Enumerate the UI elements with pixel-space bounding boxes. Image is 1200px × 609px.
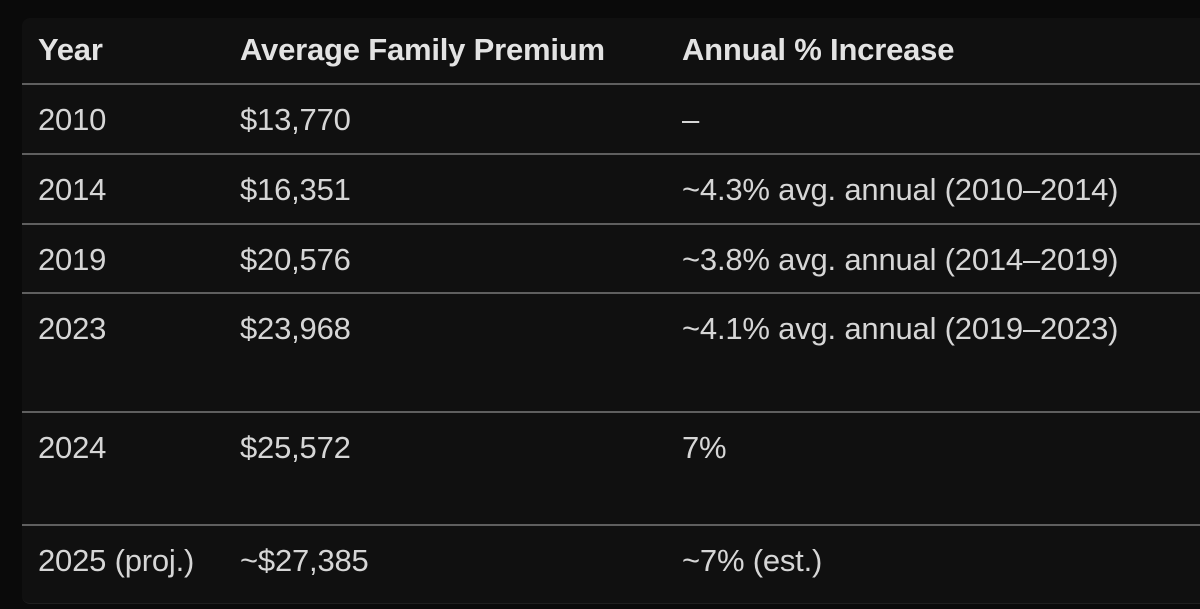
cell-premium: $16,351 xyxy=(240,153,682,224)
premium-table: Year Average Family Premium Annual % Inc… xyxy=(22,18,1200,603)
cell-year: 2023 xyxy=(22,292,240,412)
cell-premium: $20,576 xyxy=(240,223,682,293)
table-header: Year Average Family Premium Annual % Inc… xyxy=(22,18,1200,85)
cell-increase: ~7% (est.) xyxy=(682,524,1200,603)
table-row: 2019 $20,576 ~3.8% avg. annual (2014–201… xyxy=(22,223,1200,293)
cell-premium: $23,968 xyxy=(240,292,682,412)
cell-year: 2010 xyxy=(38,102,107,137)
column-header-year: Year xyxy=(22,18,240,85)
cell-premium: $13,770 xyxy=(240,102,351,137)
table-row: 2024 $25,572 7% xyxy=(22,411,1200,525)
cell-year: 2025 (proj.) xyxy=(22,524,240,603)
table-row: 2023 $23,968 ~4.1% avg. annual (2019–202… xyxy=(22,292,1200,412)
cell-premium: $25,572 xyxy=(240,411,682,525)
premium-table-container: Year Average Family Premium Annual % Inc… xyxy=(22,18,1200,604)
cell-year: 2019 xyxy=(22,223,240,293)
cell-increase: ~3.8% avg. annual (2014–2019) xyxy=(682,223,1200,293)
table-row: 2025 (proj.) ~$27,385 ~7% (est.) xyxy=(22,524,1200,603)
table-row: 2010 $13,770 – xyxy=(22,84,1200,154)
header-row: Year Average Family Premium Annual % Inc… xyxy=(22,18,1200,85)
cell-increase: ~4.1% avg. annual (2019–2023) xyxy=(682,292,1200,412)
cell-increase: ~4.3% avg. annual (2010–2014) xyxy=(682,153,1200,224)
table-body: 2010 $13,770 – 2014 $16,351 ~4.3% avg. a… xyxy=(22,84,1200,603)
cell-increase: 7% xyxy=(682,411,1200,525)
cell-year: 2024 xyxy=(22,411,240,525)
table-row: 2014 $16,351 ~4.3% avg. annual (2010–201… xyxy=(22,153,1200,224)
column-header-premium: Average Family Premium xyxy=(240,18,682,85)
cell-year: 2014 xyxy=(22,153,240,224)
cell-increase: – xyxy=(682,102,700,137)
column-header-increase: Annual % Increase xyxy=(682,18,1200,85)
cell-premium: ~$27,385 xyxy=(240,524,682,603)
